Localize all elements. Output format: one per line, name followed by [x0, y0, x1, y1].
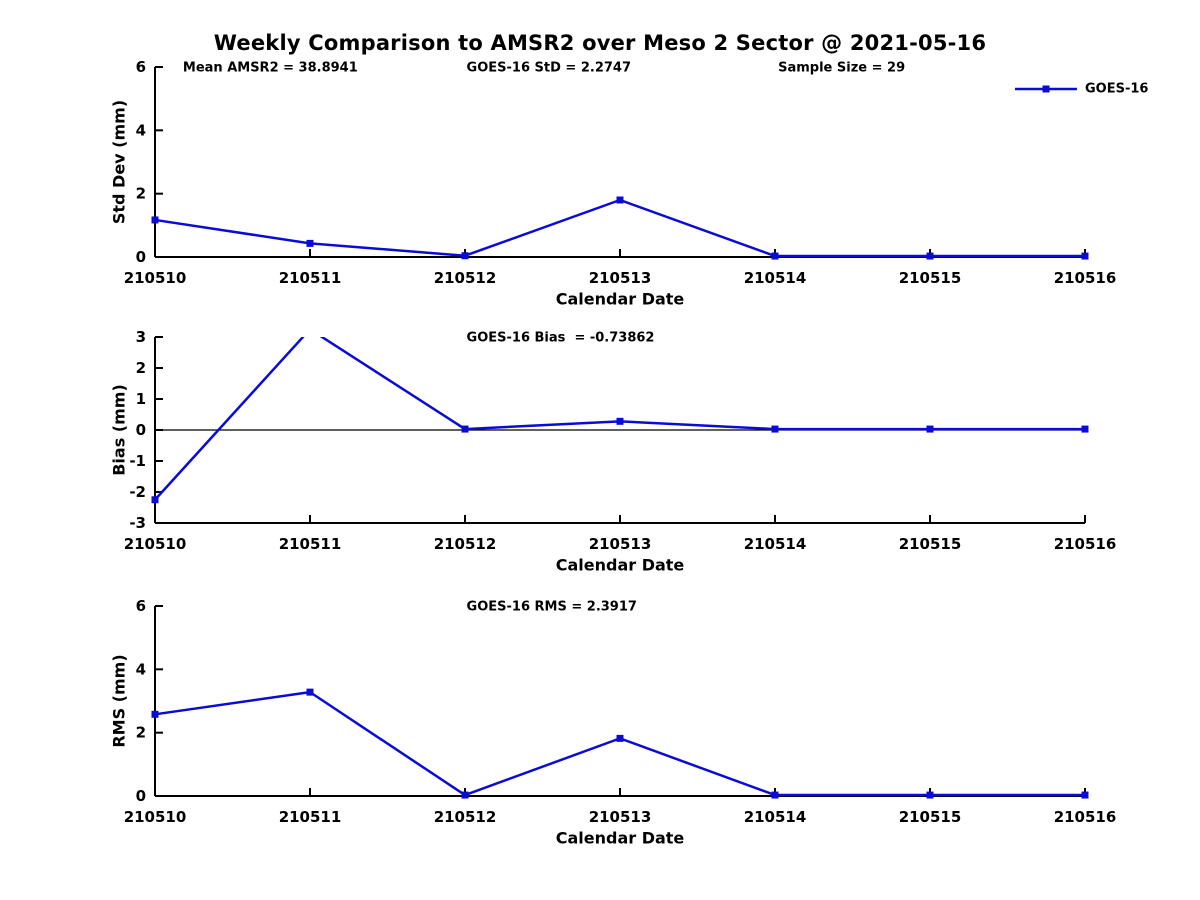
data-point-marker	[306, 688, 314, 696]
data-series-line	[154, 690, 1085, 797]
data-point-marker	[306, 239, 314, 247]
x-tick-label: 210510	[124, 535, 187, 553]
y-tick-label: -1	[129, 452, 146, 470]
data-series-line	[154, 198, 1085, 258]
data-point-marker	[151, 496, 159, 504]
stat-annotation: GOES-16 RMS = 2.3917	[467, 600, 637, 615]
x-tick-label: 210515	[899, 808, 962, 826]
data-point-marker	[1081, 425, 1089, 433]
x-tick-label: 210511	[279, 535, 342, 553]
x-tick-label: 210513	[589, 808, 652, 826]
x-tick-label: 210511	[279, 269, 342, 287]
y-tick-label: 2	[136, 724, 146, 742]
data-point-marker	[461, 252, 469, 260]
x-tick-label: 210516	[1054, 808, 1117, 826]
x-tick-label: 210516	[1054, 269, 1117, 287]
y-axis-label: Bias (mm)	[110, 384, 129, 476]
data-point-marker	[1081, 791, 1089, 799]
data-point-marker	[151, 710, 159, 718]
subplot-bias-mm: -3 -2 -1 0 1 2 3 210510 210511 210512 210513 210514…	[110, 326, 1117, 575]
x-tick-label: 210516	[1054, 535, 1117, 553]
data-point-marker	[771, 252, 779, 260]
y-tick-label: 0	[136, 421, 146, 439]
x-tick-label: 210510	[124, 269, 187, 287]
x-tick-label: 210512	[434, 535, 497, 553]
data-point-marker	[307, 326, 314, 333]
data-series-group	[151, 196, 1089, 260]
y-tick-label: 0	[136, 248, 146, 266]
legend-marker	[1042, 85, 1050, 93]
figure-title: Weekly Comparison to AMSR2 over Meso 2 S…	[213, 31, 987, 55]
x-tick-label: 210513	[589, 269, 652, 287]
data-series-group	[151, 688, 1089, 799]
x-tick-label: 210511	[279, 808, 342, 826]
stat-annotation: GOES-16 StD = 2.2747	[467, 61, 631, 76]
data-point-marker	[616, 417, 624, 425]
x-tick-label: 210512	[434, 808, 497, 826]
y-tick-label: -3	[129, 514, 146, 532]
y-tick-label: 1	[136, 390, 146, 408]
data-series-line	[154, 337, 1085, 501]
data-point-marker	[616, 734, 624, 742]
data-point-marker	[926, 252, 934, 260]
data-point-marker	[771, 791, 779, 799]
y-tick-label: 0	[136, 787, 146, 805]
legend-label: GOES-16	[1085, 82, 1148, 97]
data-point-marker	[771, 425, 779, 433]
y-axis-label: Std Dev (mm)	[110, 100, 129, 224]
x-tick-label: 210513	[589, 535, 652, 553]
x-axis-label: Calendar Date	[556, 290, 685, 309]
data-point-marker	[926, 425, 934, 433]
y-tick-label: 2	[136, 185, 146, 203]
x-tick-label: 210514	[744, 808, 807, 826]
x-axis-label: Calendar Date	[556, 829, 685, 848]
data-point-marker	[1081, 252, 1089, 260]
y-tick-label: 3	[136, 328, 146, 346]
x-tick-label: 210515	[899, 535, 962, 553]
x-tick-label: 210514	[744, 269, 807, 287]
subplot-rms-mm: 0 2 4 6 210510 210511 210512 210513 210514 210515…	[110, 597, 1117, 848]
data-point-marker	[461, 425, 469, 433]
y-tick-label: -2	[129, 483, 146, 501]
stat-annotation: Mean AMSR2 = 38.8941	[183, 61, 358, 76]
stat-annotation: GOES-16 Bias = -0.73862	[467, 331, 655, 346]
y-tick-label: 2	[136, 359, 146, 377]
x-tick-label: 210515	[899, 269, 962, 287]
stat-annotation: Sample Size = 29	[778, 61, 905, 76]
data-point-marker	[616, 196, 624, 204]
subplot-std-dev-mm: 0 2 4 6 210510 210511 210512 210513 210514 210515…	[110, 58, 1149, 309]
legend: GOES-16	[1015, 82, 1148, 97]
x-tick-label: 210512	[434, 269, 497, 287]
data-series-group	[151, 326, 1089, 504]
x-axis-label: Calendar Date	[556, 556, 685, 575]
x-tick-label: 210514	[744, 535, 807, 553]
y-tick-label: 4	[136, 660, 146, 678]
y-tick-label: 6	[136, 58, 146, 76]
data-point-marker	[461, 791, 469, 799]
y-tick-label: 6	[136, 597, 146, 615]
data-point-marker	[926, 791, 934, 799]
data-point-marker	[151, 216, 159, 224]
y-tick-label: 4	[136, 121, 146, 139]
x-tick-label: 210510	[124, 808, 187, 826]
y-axis-label: RMS (mm)	[110, 654, 129, 747]
